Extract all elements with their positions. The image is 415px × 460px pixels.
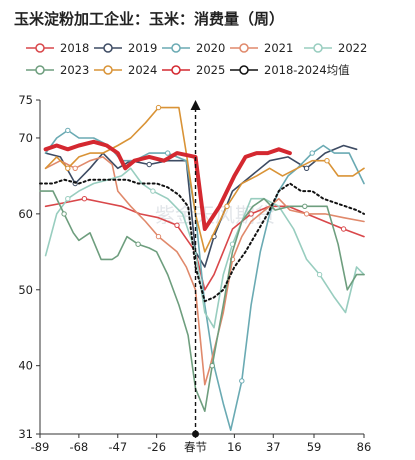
series-point-2-2	[65, 127, 71, 134]
y-tick-label-5: 75	[18, 93, 33, 107]
y-tick-label-2: 50	[18, 283, 33, 297]
series-point-3-2	[72, 165, 78, 172]
reference-line-arrow	[190, 100, 201, 110]
series-point-6-23	[324, 158, 330, 164]
legend-label-0: 2018	[60, 41, 89, 55]
series-point-4-9	[150, 188, 156, 194]
series-line-4	[44, 167, 365, 329]
series-line-3	[44, 156, 365, 386]
x-tick-label-5: 16	[227, 440, 242, 454]
series-point-0-7	[174, 222, 180, 229]
series-line-7	[43, 139, 292, 231]
legend-marker-7	[171, 65, 181, 75]
series-point-5-10	[135, 241, 141, 247]
axes: 31 40 50 60 70 75 -89 -68 -47 -26 春节 16 37 59 86	[18, 93, 371, 454]
x-tick-label-4: 春节	[184, 440, 207, 454]
series-line-2	[44, 129, 365, 431]
series-line-8	[39, 178, 365, 303]
legend-label-1: 2019	[128, 41, 157, 55]
legend-label-7: 2025	[196, 63, 225, 77]
legend-label-2: 2020	[196, 41, 225, 55]
legend-marker-8	[239, 65, 249, 75]
legend-label-4: 2022	[338, 41, 367, 55]
x-tick-label-6: 37	[266, 440, 281, 454]
legend-marker-4	[313, 43, 323, 53]
series-point-3-23	[303, 211, 310, 217]
reference-line-dot	[192, 430, 200, 438]
reference-line-layer	[190, 100, 201, 438]
series-point-0-17	[340, 226, 347, 232]
chart-title: 玉米淀粉加工企业：玉米：消费量（周）	[14, 10, 285, 28]
y-tick-label-0: 31	[18, 427, 33, 441]
legend-label-8: 2018-2024均值	[264, 63, 350, 77]
legend-marker-2	[171, 43, 181, 53]
series-point-5-2	[61, 211, 67, 217]
x-tick-label-0: -89	[31, 440, 50, 454]
series-point-4-23	[316, 271, 323, 278]
legend-marker-6	[103, 65, 113, 75]
series-point-2-16	[239, 378, 245, 384]
y-tick-label-4: 70	[18, 131, 33, 145]
x-tick-label-8: 86	[357, 440, 372, 454]
x-tick-label-3: -26	[147, 440, 166, 454]
legend-marker-3	[239, 43, 249, 53]
y-tick-label-1: 40	[18, 359, 33, 373]
series-point-3-9	[155, 233, 162, 240]
legend-marker-0	[35, 43, 45, 53]
series-point-5-18	[209, 363, 215, 369]
series-point-1-17	[303, 165, 310, 172]
legend-label-6: 2024	[128, 63, 157, 77]
series-layer	[39, 104, 365, 431]
series-point-2-9	[165, 150, 171, 156]
series-point-0-12	[248, 211, 254, 217]
x-tick-label-7: 59	[307, 440, 322, 454]
legend-label-3: 2021	[264, 41, 293, 55]
series-point-5-26	[302, 203, 308, 210]
y-tick-label-3: 60	[18, 207, 33, 221]
legend-marker-5	[35, 65, 45, 75]
legend-marker-1	[103, 43, 113, 53]
x-tick-label-2: -47	[108, 440, 127, 454]
series-point-6-9	[155, 104, 162, 111]
series-point-6-2	[65, 165, 71, 172]
series-point-6-16	[224, 203, 230, 210]
legend: 2018 2019 2020 2021 2022 2023 2024 2025 2018-202…	[26, 41, 367, 77]
series-point-0-2	[81, 196, 88, 202]
series-point-1-7	[146, 161, 152, 168]
x-tick-label-1: -68	[69, 440, 88, 454]
series-point-2-23	[309, 150, 315, 156]
series-point-4-2	[65, 196, 71, 202]
legend-label-5: 2023	[60, 63, 89, 77]
